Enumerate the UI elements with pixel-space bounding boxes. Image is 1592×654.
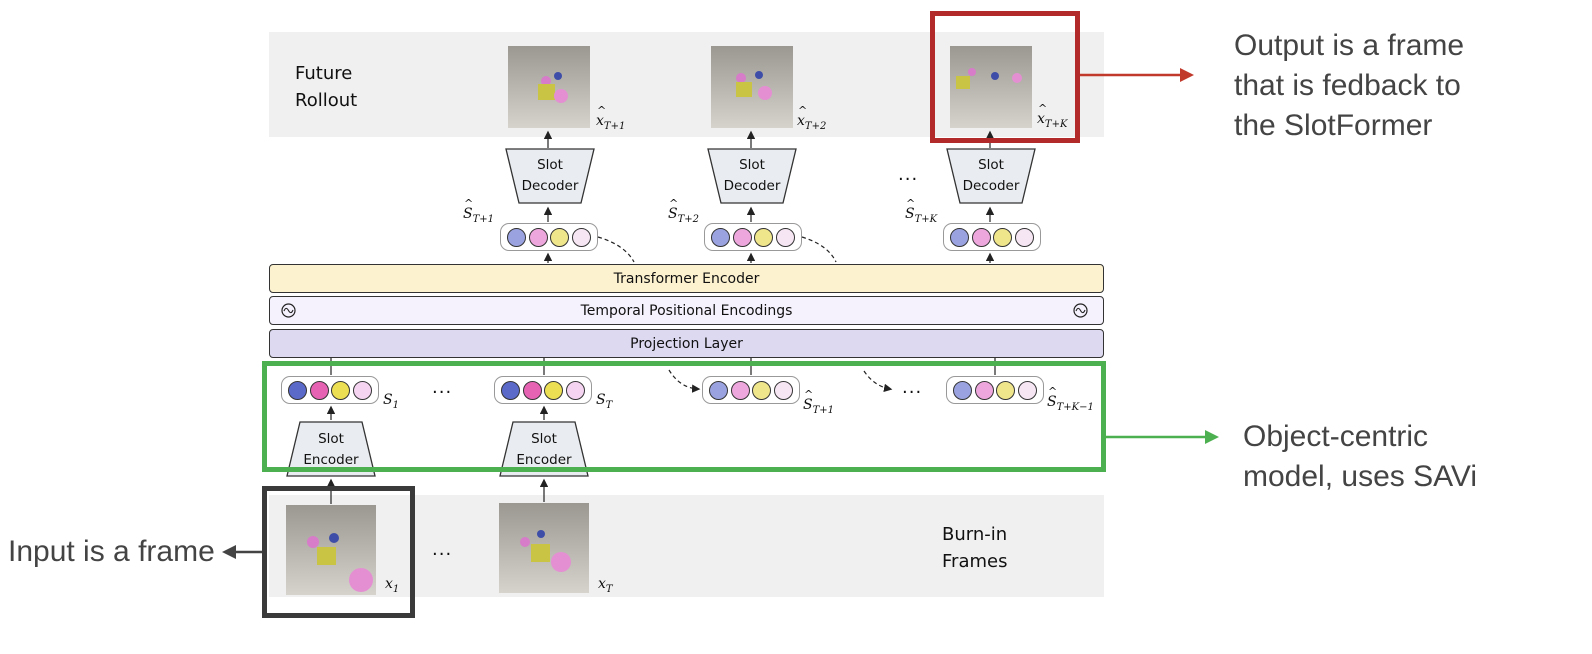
slot-encoder-2: Slot Encoder — [499, 421, 589, 477]
ellipsis-slots-right: ... — [902, 377, 923, 398]
slot-group-pred-t1 — [500, 223, 598, 251]
annotation-input: Input is a frame — [8, 535, 215, 568]
slot-group-pred-tk — [943, 223, 1041, 251]
ellipsis-top: ... — [898, 164, 919, 185]
sine-wave-icon — [281, 303, 296, 318]
label-x-t: xT — [598, 576, 613, 595]
slot-group-st — [494, 376, 592, 404]
projection-layer-bar: Projection Layer — [269, 329, 1104, 358]
slot-decoder-2: Slot Decoder — [707, 148, 797, 204]
frame-predicted-tk — [950, 46, 1032, 128]
label-x-1: x1 — [385, 576, 400, 595]
label-s-hat-tk-top: ST+K — [905, 197, 937, 225]
label-s-hat-t2-top: ST+2 — [668, 197, 699, 225]
savi-model-highlight-box — [262, 361, 1106, 472]
label-x-hat-tk: xT+K — [1037, 102, 1067, 130]
frame-input-xt — [499, 503, 589, 593]
label-s-1: S1 — [383, 392, 399, 411]
slot-decoder-1: Slot Decoder — [505, 148, 595, 204]
label-x-hat-t2: xT+2 — [797, 104, 826, 132]
input-frame-highlight-box — [262, 486, 415, 618]
burn-in-band — [269, 495, 1104, 597]
burn-in-label: Burn-in Frames — [942, 524, 1008, 572]
slot-encoder-1: Slot Encoder — [286, 421, 376, 477]
ellipsis-slots-left: ... — [432, 377, 453, 398]
frame-predicted-t1 — [508, 46, 590, 128]
output-frame-highlight-box — [930, 11, 1080, 143]
annotation-object-centric: Object-centric model, uses SAVi — [1243, 420, 1478, 493]
sine-wave-icon — [1073, 303, 1088, 318]
label-s-hat-t1-bottom: ST+1 — [803, 388, 834, 416]
slot-group-s1 — [281, 376, 379, 404]
label-s-hat-t1-top: ST+1 — [463, 197, 494, 225]
frame-input-x1 — [286, 505, 376, 595]
label-s-hat-tk1-bottom: ST+K−1 — [1047, 385, 1094, 413]
slot-decoder-3: Slot Decoder — [946, 148, 1036, 204]
slot-group-pred-t2 — [704, 223, 802, 251]
ellipsis-frames: ... — [432, 539, 453, 560]
temporal-positional-encodings-bar: Temporal Positional Encodings — [269, 296, 1104, 325]
transformer-encoder-bar: Transformer Encoder — [269, 264, 1104, 293]
annotation-output: Output is a frame that is fedback to the S… — [1234, 29, 1465, 142]
future-rollout-label: Future Rollout — [295, 63, 358, 111]
slot-group-stk1-fed — [946, 376, 1044, 404]
slot-group-st1-fed — [702, 376, 800, 404]
label-s-t: ST — [596, 392, 613, 411]
frame-predicted-t2 — [711, 46, 793, 128]
label-x-hat-t1: xT+1 — [596, 104, 625, 132]
